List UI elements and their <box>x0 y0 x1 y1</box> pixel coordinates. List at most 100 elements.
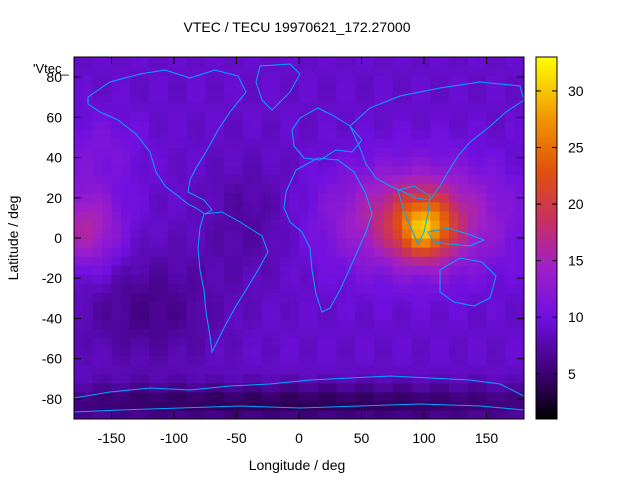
heatmap-cell <box>224 219 234 230</box>
heatmap-cell <box>336 129 347 140</box>
heatmap-cell <box>120 102 131 112</box>
heatmap-cell <box>495 310 506 321</box>
heatmap-cell <box>392 66 403 76</box>
heatmap-cell <box>439 247 450 257</box>
heatmap-cell <box>467 156 478 167</box>
heatmap-cell <box>439 301 450 311</box>
heatmap-cell <box>224 138 234 149</box>
heatmap-cell <box>495 228 506 239</box>
heatmap-cell <box>149 174 159 185</box>
heatmap-cell <box>355 210 366 221</box>
heatmap-cell <box>420 382 431 393</box>
chart-title: VTEC / TECU 19970621_172.27000 <box>183 19 410 35</box>
heatmap-cell <box>280 274 291 284</box>
heatmap-cell <box>74 165 84 176</box>
heatmap-cell <box>374 274 384 284</box>
heatmap-cell <box>195 409 206 419</box>
heatmap-cell <box>449 156 459 167</box>
heatmap-cell <box>327 129 338 140</box>
heatmap-cell <box>205 174 216 185</box>
heatmap-cell <box>327 409 338 419</box>
heatmap-cell <box>392 102 403 112</box>
heatmap-cell <box>102 120 113 130</box>
heatmap-cell <box>355 238 366 248</box>
heatmap-cell <box>120 147 131 158</box>
heatmap-cell <box>205 391 216 402</box>
heatmap-cell <box>308 111 319 121</box>
heatmap-cell <box>336 174 347 185</box>
heatmap-cell <box>242 57 253 67</box>
heatmap-cell <box>336 328 347 339</box>
heatmap-cell <box>449 138 459 149</box>
x-axis-label: Longitude / deg <box>249 457 346 473</box>
heatmap-cell <box>336 219 347 230</box>
heatmap-cell <box>289 265 300 275</box>
heatmap-cell <box>158 129 169 140</box>
heatmap-cell <box>139 391 150 402</box>
heatmap-cell <box>411 201 422 212</box>
heatmap-cell <box>214 400 225 411</box>
heatmap-cell <box>130 310 141 321</box>
heatmap-cell <box>224 165 234 176</box>
heatmap-cell <box>308 283 319 293</box>
heatmap-cell <box>392 292 403 302</box>
heatmap-cell <box>120 84 131 94</box>
heatmap-cell <box>439 256 450 266</box>
heatmap-cell <box>411 274 422 284</box>
heatmap-cell <box>495 409 506 419</box>
heatmap-cell <box>327 346 338 357</box>
heatmap-cell <box>317 310 328 321</box>
heatmap-cell <box>355 328 366 339</box>
heatmap-cell <box>130 301 141 311</box>
heatmap-cell <box>374 355 384 366</box>
heatmap-cell <box>299 238 309 248</box>
heatmap-cell <box>261 364 272 375</box>
heatmap-cell <box>120 373 131 384</box>
heatmap-cell <box>83 84 94 94</box>
heatmap-cell <box>467 310 478 321</box>
heatmap-cell <box>299 283 309 293</box>
heatmap-cell <box>327 364 338 375</box>
heatmap-cell <box>439 364 450 375</box>
heatmap-cell <box>364 102 375 112</box>
heatmap-cell <box>214 247 225 257</box>
heatmap-cell <box>149 310 159 321</box>
heatmap-cell <box>420 147 431 158</box>
heatmap-cell <box>242 400 253 411</box>
heatmap-cell <box>495 75 506 85</box>
heatmap-cell <box>102 192 113 203</box>
heatmap-cell <box>252 301 263 311</box>
heatmap-cell <box>195 310 206 321</box>
heatmap-cell <box>102 247 113 257</box>
heatmap-cell <box>83 319 94 330</box>
heatmap-cell <box>458 174 469 185</box>
heatmap-cell <box>495 337 506 348</box>
heatmap-cell <box>327 174 338 185</box>
heatmap-cell <box>102 292 113 302</box>
heatmap-cell <box>299 138 309 149</box>
heatmap-cell <box>158 274 169 284</box>
heatmap-cell <box>186 274 197 284</box>
heatmap-cell <box>420 192 431 203</box>
heatmap-cell <box>486 337 497 348</box>
heatmap-cell <box>261 247 272 257</box>
heatmap-cell <box>420 84 431 94</box>
heatmap-cell <box>439 355 450 366</box>
heatmap-cell <box>486 201 497 212</box>
heatmap-cell <box>317 228 328 239</box>
heatmap-cell <box>92 57 103 67</box>
heatmap-cell <box>214 174 225 185</box>
heatmap-cell <box>392 129 403 140</box>
heatmap-cell <box>505 274 516 284</box>
heatmap-cell <box>289 228 300 239</box>
heatmap-cell <box>336 400 347 411</box>
heatmap-cell <box>336 156 347 167</box>
heatmap-cell <box>505 174 516 185</box>
heatmap-cell <box>383 219 394 230</box>
heatmap-cell <box>449 201 459 212</box>
heatmap-cell <box>299 93 309 103</box>
heatmap-cell <box>195 66 206 76</box>
heatmap-cell <box>195 382 206 393</box>
heatmap-cell <box>420 210 431 221</box>
heatmap-cell <box>214 238 225 248</box>
